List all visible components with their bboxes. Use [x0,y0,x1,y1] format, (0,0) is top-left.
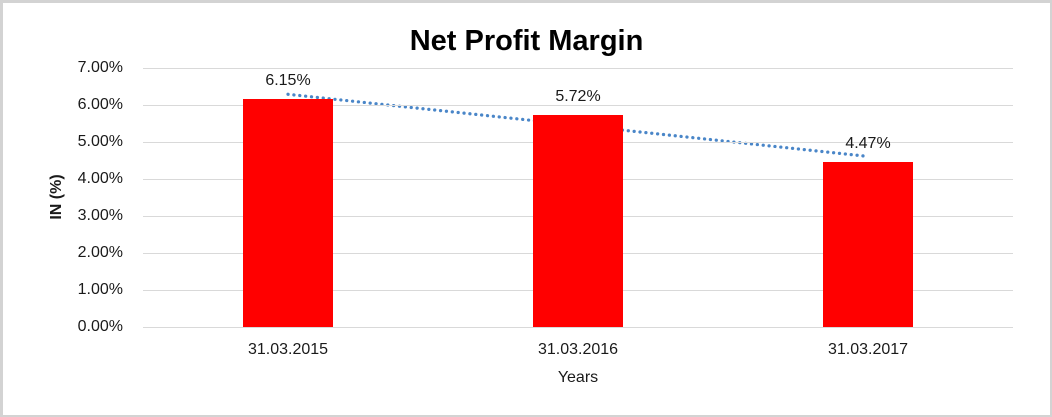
bar [533,115,623,327]
y-tick-label: 4.00% [77,170,123,187]
y-tick-label: 2.00% [77,244,123,261]
y-tick-label: 5.00% [77,133,123,150]
data-label: 5.72% [555,88,601,106]
bar [243,99,333,327]
data-label: 4.47% [845,134,891,152]
chart-title: Net Profit Margin [409,25,644,57]
gridline [143,326,1013,328]
y-tick-label: 6.00% [77,96,123,113]
gridline [143,67,1013,69]
bar [823,161,913,327]
gridline [143,104,1013,106]
x-tick-label: 31.03.2017 [827,341,909,358]
y-tick-label: 0.00% [77,318,123,335]
x-tick-label: 31.03.2015 [247,341,329,358]
x-axis-title: Years [557,369,599,386]
y-tick-label: 1.00% [77,281,123,298]
y-tick-label: 7.00% [77,59,123,76]
y-tick-label: 3.00% [77,207,123,224]
plot-area: 6.15% 5.72% 4.47% [143,67,1013,328]
x-tick-label: 31.03.2016 [537,341,619,358]
data-label: 6.15% [265,72,311,90]
